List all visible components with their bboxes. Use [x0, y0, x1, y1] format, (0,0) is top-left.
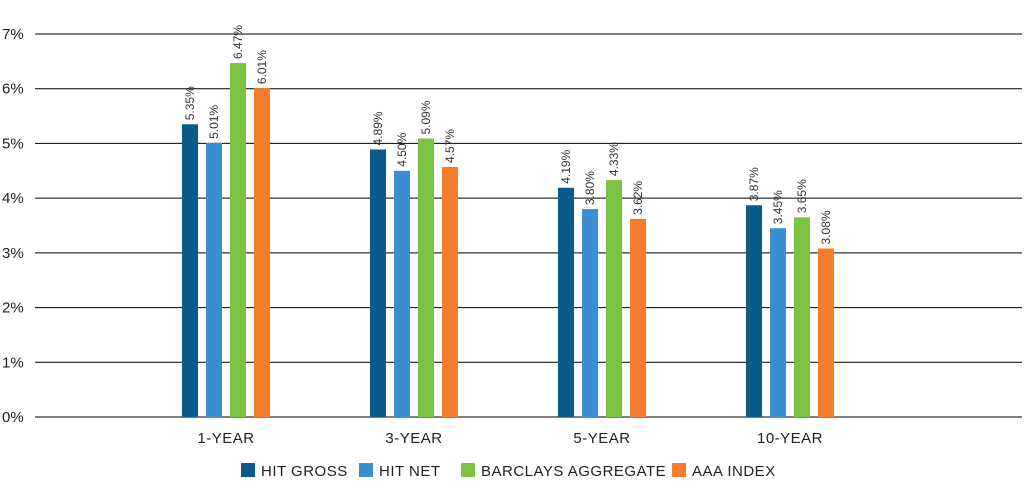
bar [630, 218, 646, 417]
category-label: 1-YEAR [197, 430, 254, 447]
bar [418, 138, 434, 418]
legend-swatch [359, 463, 373, 477]
y-tick-label: 6% [2, 81, 24, 98]
y-tick-label: 0% [2, 409, 24, 426]
data-label: 5.09% [419, 100, 433, 134]
gridlines [35, 33, 1022, 418]
data-label: 3.62% [631, 181, 645, 215]
bar [818, 248, 834, 417]
data-label: 6.01% [255, 50, 269, 84]
category-label: 3-YEAR [385, 430, 442, 447]
data-label: 4.33% [607, 142, 621, 176]
y-tick-label: 1% [2, 354, 24, 371]
y-tick-label: 2% [2, 300, 24, 317]
legend-label: HIT NET [379, 463, 441, 480]
category-label: 5-YEAR [573, 430, 630, 447]
bar [606, 180, 622, 417]
data-label: 3.45% [771, 190, 785, 224]
data-label: 3.80% [583, 171, 597, 205]
legend-label: AAA INDEX [692, 463, 776, 480]
bar [770, 228, 786, 417]
data-label: 4.19% [559, 149, 573, 183]
bar [582, 209, 598, 417]
legend-swatch [672, 463, 686, 477]
bars [182, 62, 834, 418]
category-label: 10-YEAR [757, 430, 823, 447]
bar [442, 166, 458, 417]
y-tick-label: 7% [2, 26, 24, 43]
data-label: 5.01% [207, 105, 221, 139]
legend-label: BARCLAYS AGGREGATE [481, 463, 666, 480]
data-label: 3.65% [795, 179, 809, 213]
y-tick-label: 4% [2, 190, 24, 207]
y-axis-tick-labels: 0% 1% 2% 3% 4% 5% 6% 7% [2, 26, 24, 426]
y-tick-label: 5% [2, 135, 24, 152]
y-tick-label: 3% [2, 245, 24, 262]
data-label: 4.57% [443, 129, 457, 163]
x-axis-category-labels: 1-YEAR 3-YEAR 5-YEAR 10-YEAR [197, 430, 823, 447]
legend: HIT GROSS HIT NET BARCLAYS AGGREGATE AAA IN… [241, 463, 776, 480]
bar [794, 217, 810, 417]
data-label: 3.08% [819, 210, 833, 244]
bar [182, 124, 198, 418]
data-labels: 5.35% 5.01% 6.47% 6.01% 4.89% 4.50% 5.09% 4.57%… [183, 25, 833, 245]
bar [370, 149, 386, 417]
data-label: 4.89% [371, 111, 385, 145]
data-label: 4.50% [395, 132, 409, 166]
data-label: 3.87% [747, 167, 761, 201]
data-label: 5.35% [183, 86, 197, 120]
data-label: 6.47% [231, 25, 245, 59]
bar [206, 142, 222, 418]
legend-swatch [241, 463, 255, 477]
bar [254, 88, 270, 417]
bar [558, 187, 574, 417]
bar [230, 62, 246, 418]
bar [394, 170, 410, 417]
legend-label: HIT GROSS [261, 463, 348, 480]
bar [746, 205, 762, 417]
legend-swatch [461, 463, 475, 477]
